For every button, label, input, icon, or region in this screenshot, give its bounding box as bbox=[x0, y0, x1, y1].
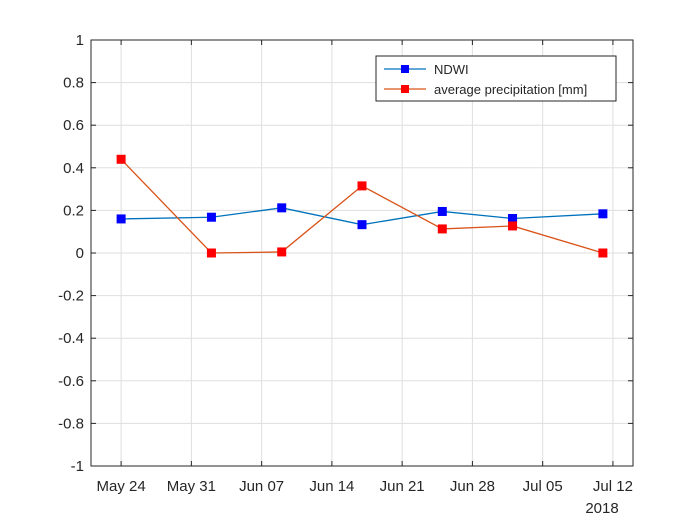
y-tick-label: -0.6 bbox=[58, 373, 84, 390]
data-point-precipitation bbox=[598, 248, 608, 258]
legend-label-precipitation: average precipitation [mm] bbox=[434, 82, 587, 97]
x-tick-label: May 31 bbox=[167, 478, 216, 495]
legend-box bbox=[375, 55, 617, 102]
y-tick-label: 0.4 bbox=[63, 160, 84, 177]
data-point-precipitation bbox=[508, 221, 518, 231]
data-point-precipitation bbox=[116, 154, 126, 164]
y-tick-label: -0.8 bbox=[58, 415, 84, 432]
data-point-ndwi bbox=[277, 203, 287, 213]
x-tick-label: Jul 05 bbox=[523, 478, 563, 495]
data-point-precipitation bbox=[277, 247, 287, 257]
x-tick-label: Jun 28 bbox=[450, 478, 495, 495]
x-tick-label: Jul 12 bbox=[593, 478, 633, 495]
y-tick-label: -0.4 bbox=[58, 330, 84, 347]
x-tick-label: May 24 bbox=[97, 478, 146, 495]
y-tick-label: 0.6 bbox=[63, 117, 84, 134]
x-tick-label: Jun 07 bbox=[239, 478, 284, 495]
data-point-ndwi bbox=[598, 209, 608, 219]
y-tick-label: 1 bbox=[76, 32, 84, 49]
x-tick-label: Jun 21 bbox=[380, 478, 425, 495]
data-point-ndwi bbox=[357, 220, 367, 230]
y-tick-label: 0.8 bbox=[63, 75, 84, 92]
axis-ticks bbox=[91, 39, 633, 467]
x-axis-tick-labels: May 24 May 31 Jun 07 Jun 14 Jun 21 Jun 28 Jul … bbox=[97, 478, 633, 495]
legend-marker-precipitation bbox=[401, 85, 409, 93]
y-axis-tick-labels: -1 -0.8 -0.6 -0.4 -0.2 0 0.2 0.4 0.6 0.8 1 bbox=[58, 32, 84, 475]
y-tick-label: -1 bbox=[71, 458, 84, 475]
x-tick-label: Jun 14 bbox=[309, 478, 354, 495]
x-axis-year-label: 2018 bbox=[585, 500, 618, 517]
y-tick-label: 0 bbox=[76, 245, 84, 262]
y-tick-label: 0.2 bbox=[63, 202, 84, 219]
data-point-precipitation bbox=[437, 224, 447, 234]
series-layer bbox=[116, 154, 608, 258]
data-point-precipitation bbox=[357, 181, 367, 191]
data-point-precipitation bbox=[206, 248, 216, 258]
data-point-ndwi bbox=[437, 206, 447, 216]
y-tick-label: -0.2 bbox=[58, 288, 84, 305]
legend-label-ndwi: NDWI bbox=[434, 62, 469, 77]
data-point-ndwi bbox=[508, 213, 518, 223]
data-point-ndwi bbox=[206, 212, 216, 222]
data-point-ndwi bbox=[116, 214, 126, 224]
legend: NDWI average precipitation [mm] bbox=[375, 55, 617, 102]
legend-marker-ndwi bbox=[401, 65, 409, 73]
